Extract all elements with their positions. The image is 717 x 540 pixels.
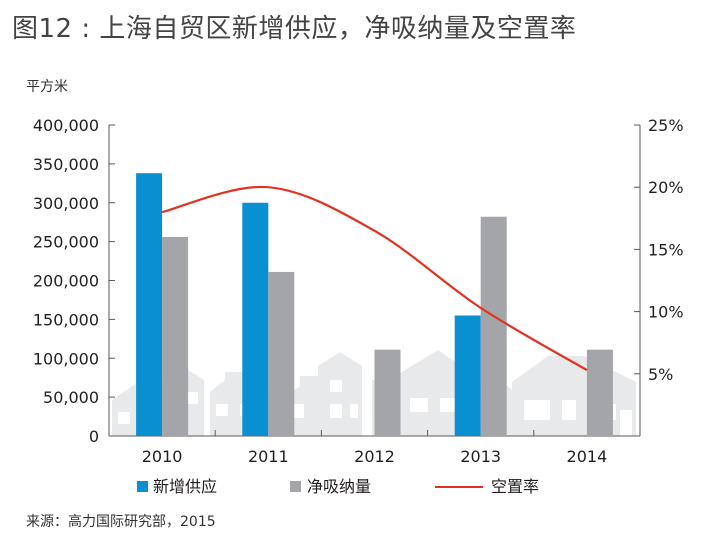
left-tick-label: 400,000: [33, 116, 99, 135]
absorption-bar: [374, 349, 401, 436]
left-tick-label: 250,000: [33, 233, 99, 252]
house-window: [292, 404, 304, 418]
house-shape: [512, 356, 636, 436]
supply-bar: [136, 173, 163, 436]
left-axis-unit-label: 平方米: [26, 79, 68, 95]
legend-swatch-absorption: [290, 481, 301, 492]
absorption-bar: [268, 271, 295, 436]
x-tick-label: 2012: [354, 447, 395, 466]
left-tick-label: 0: [89, 427, 99, 446]
vacancy-rate-line: [161, 185, 588, 372]
house-window: [410, 398, 428, 412]
x-tick-label: 2013: [460, 447, 501, 466]
house-window: [330, 380, 342, 392]
left-tick-label: 150,000: [33, 310, 99, 329]
x-tick-label: 2010: [142, 447, 183, 466]
x-tick-label: 2011: [248, 447, 289, 466]
vacancy-line-layer: [161, 185, 588, 372]
house-shape: [392, 350, 470, 436]
house-window: [330, 404, 342, 418]
left-tick-label: 50,000: [43, 388, 99, 407]
house-shape: [284, 352, 362, 436]
house-window: [216, 404, 228, 416]
house-window: [562, 400, 576, 420]
house-window: [524, 400, 550, 420]
house-window: [118, 412, 130, 424]
house-window: [440, 398, 458, 412]
absorption-bar: [586, 349, 613, 436]
left-tick-label: 100,000: [33, 349, 99, 368]
bars: [136, 173, 613, 436]
house-window: [350, 404, 358, 418]
x-tick-label: 2014: [567, 447, 608, 466]
background-houses-illustration: [112, 350, 636, 436]
supply-bar: [242, 202, 269, 436]
left-tick-label: 350,000: [33, 155, 99, 174]
right-tick-label: 10%: [648, 303, 684, 322]
chart-title: 图12 : 上海自贸区新增供应，净吸纳量及空置率: [12, 14, 577, 44]
legend-label-supply: 新增供应: [153, 477, 217, 496]
legend-label-absorption: 净吸纳量: [307, 477, 371, 496]
supply-bar: [454, 315, 481, 436]
absorption-bar: [480, 216, 507, 436]
source-note: 来源：高力国际研究部，2015: [26, 514, 216, 530]
legend: 新增供应 净吸纳量 空置率: [137, 477, 539, 496]
axes: [108, 124, 641, 437]
house-window: [620, 410, 632, 436]
right-tick-label: 15%: [648, 240, 684, 259]
tick-labels: 0 50,000 100,000 150,000 200,000 250,000 300,0…: [33, 116, 684, 466]
legend-label-vacancy: 空置率: [491, 477, 539, 496]
right-tick-label: 25%: [648, 116, 684, 135]
left-tick-label: 300,000: [33, 194, 99, 213]
legend-swatch-supply: [137, 481, 148, 492]
absorption-bar: [162, 236, 189, 436]
right-tick-label: 20%: [648, 178, 684, 197]
left-tick-label: 200,000: [33, 272, 99, 291]
house-window: [188, 392, 198, 404]
right-tick-label: 5%: [648, 365, 673, 384]
